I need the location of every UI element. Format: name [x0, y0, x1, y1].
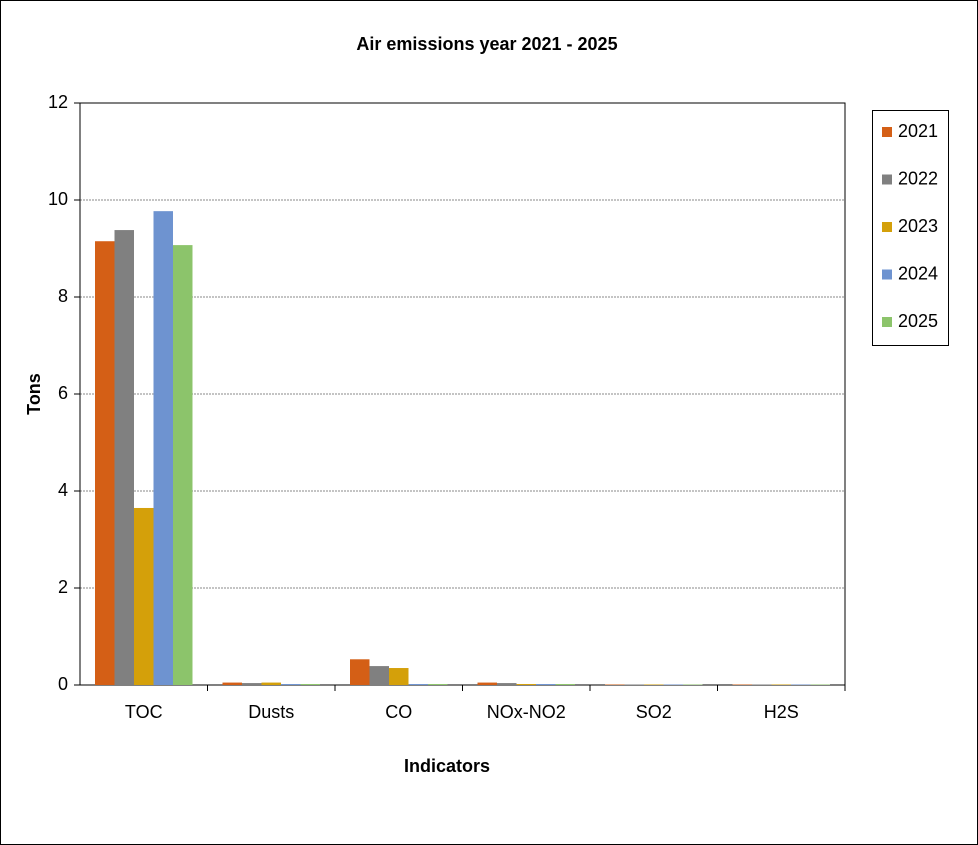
- legend-swatch: [882, 127, 892, 137]
- y-tick-label: 6: [58, 383, 68, 403]
- bar: [555, 684, 575, 685]
- legend-label: 2021: [898, 121, 938, 141]
- bar: [428, 684, 448, 685]
- bar: [222, 682, 242, 685]
- legend-label: 2024: [898, 263, 938, 283]
- x-tick-label: H2S: [764, 702, 799, 722]
- bar: [114, 230, 134, 685]
- bar: [516, 684, 536, 685]
- x-tick-label: NOx-NO2: [487, 702, 566, 722]
- bar: [242, 683, 262, 685]
- bar: [281, 684, 301, 685]
- legend-swatch: [882, 269, 892, 280]
- bar: [261, 682, 281, 685]
- bar: [536, 684, 556, 685]
- x-tick-label: TOC: [125, 702, 163, 722]
- y-tick-label: 0: [58, 674, 68, 694]
- bar: [389, 668, 409, 685]
- legend-label: 2025: [898, 311, 938, 331]
- y-tick-label: 10: [48, 189, 68, 209]
- legend-swatch: [882, 174, 892, 185]
- bar: [477, 682, 497, 685]
- x-axis-label: Indicators: [404, 756, 490, 776]
- legend-label: 2022: [898, 168, 938, 188]
- bar: [173, 245, 193, 686]
- chart-title: Air emissions year 2021 - 2025: [356, 34, 617, 54]
- bar: [408, 684, 428, 685]
- y-tick-label: 2: [58, 577, 68, 597]
- legend-swatch: [882, 317, 892, 327]
- bar: [497, 683, 517, 685]
- bar: [369, 666, 389, 685]
- legend-swatch: [882, 222, 892, 232]
- x-tick-label: Dusts: [248, 702, 294, 722]
- y-tick-label: 12: [48, 92, 68, 112]
- y-tick-label: 4: [58, 480, 68, 500]
- legend-label: 2023: [898, 216, 938, 236]
- bar: [300, 684, 320, 685]
- bar: [95, 241, 115, 685]
- bar: [350, 659, 370, 685]
- x-tick-label: CO: [385, 702, 412, 722]
- y-axis-label: Tons: [24, 373, 44, 415]
- x-tick-label: SO2: [636, 702, 672, 722]
- bar: [153, 211, 173, 685]
- bar: [134, 507, 154, 685]
- y-tick-label: 8: [58, 286, 68, 306]
